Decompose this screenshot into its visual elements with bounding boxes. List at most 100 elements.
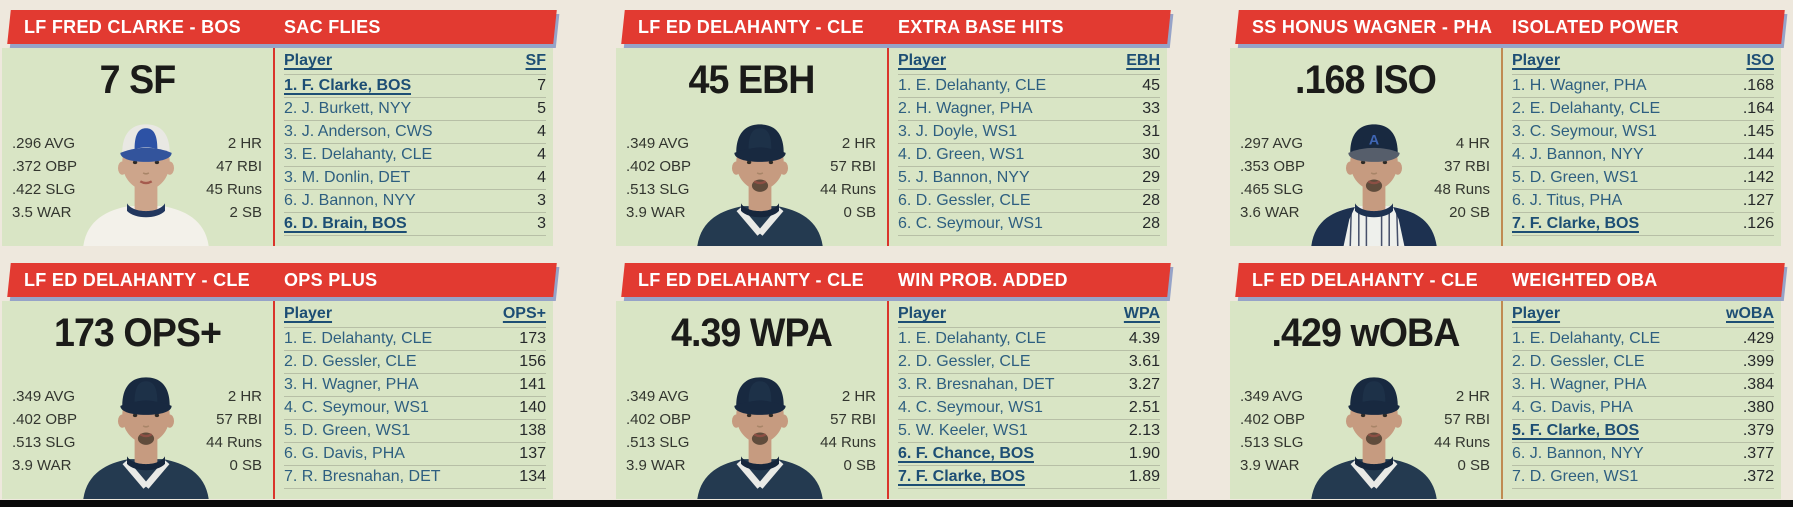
big-stat-value: .168 ISO	[1295, 58, 1437, 102]
leader-row-value: .145	[1742, 123, 1774, 140]
leader-row[interactable]: 4. C. Seymour, WS1 2.51	[898, 396, 1160, 419]
leader-row[interactable]: 1. F. Clarke, BOS 7	[284, 74, 546, 97]
leader-row[interactable]: 3. E. Delahanty, CLE 4	[284, 143, 546, 166]
leader-row[interactable]: 3. J. Anderson, CWS 4	[284, 120, 546, 143]
leader-row-value: 4	[537, 123, 546, 140]
banner-player-title[interactable]: LF ED DELAHANTY - CLE	[638, 269, 864, 290]
leader-row[interactable]: 4. C. Seymour, WS1 140	[284, 396, 546, 419]
stat-line-avg: .296 AVG	[12, 135, 76, 152]
player-column-header: Player	[284, 305, 333, 322]
leader-row[interactable]: 5. W. Keeler, WS1 2.13	[898, 419, 1160, 442]
leader-row[interactable]: 7. D. Green, WS1 .372	[1512, 465, 1774, 488]
leader-row[interactable]: 6. F. Chance, BOS 1.90	[898, 442, 1160, 465]
stat-line-sb: 0 SB	[229, 457, 262, 474]
leader-row[interactable]: 6. J. Titus, PHA .127	[1512, 189, 1774, 212]
stat-line-war: 3.9 WAR	[1240, 457, 1300, 474]
leader-row[interactable]: 5. J. Bannon, NYY 29	[898, 166, 1160, 189]
leader-row[interactable]: 4. J. Bannon, NYY .144	[1512, 143, 1774, 166]
leader-row[interactable]: 6. C. Seymour, WS1 28	[898, 212, 1160, 235]
leader-row[interactable]: 7. F. Clarke, BOS 1.89	[898, 465, 1160, 488]
panel-body: 4.39 WPA .349 AVG .402 OBP .513 SLG 3.9 …	[616, 301, 1167, 499]
right-stats: 2 HR 47 RBI 45 Runs 2 SB	[206, 132, 262, 224]
stat-line-avg: .349 AVG	[626, 388, 690, 405]
player-portrait-svg: A	[1310, 124, 1437, 246]
leader-row[interactable]: 1. E. Delahanty, CLE 173	[284, 327, 546, 350]
leader-row-player: 4. C. Seymour, WS1	[284, 399, 429, 416]
leader-row-player: 6. C. Seymour, WS1	[898, 215, 1043, 232]
player-portrait	[1300, 366, 1448, 499]
leader-row-value: .384	[1742, 376, 1774, 393]
leaderboard-header: Player wOBA	[1512, 301, 1774, 327]
leader-panel: LF ED DELAHANTY - CLE WIN PROB. ADDED 4.…	[616, 263, 1171, 499]
leader-row[interactable]: 6. G. Davis, PHA 137	[284, 442, 546, 465]
leader-row[interactable]: 1. H. Wagner, PHA .168	[1512, 74, 1774, 97]
leader-rows: 1. F. Clarke, BOS 7 2. J. Burkett, NYY 5…	[284, 74, 546, 236]
leader-row[interactable]: 5. D. Green, WS1 138	[284, 419, 546, 442]
leader-row[interactable]: 1. E. Delahanty, CLE .429	[1512, 327, 1774, 350]
leader-row[interactable]: 4. G. Davis, PHA .380	[1512, 396, 1774, 419]
leader-row-player: 5. D. Green, WS1	[1512, 169, 1639, 186]
banner-category-label: WEIGHTED OBA	[1512, 269, 1658, 290]
banner-player-title[interactable]: SS HONUS WAGNER - PHA	[1252, 16, 1493, 37]
banner-category-label: ISOLATED POWER	[1512, 16, 1679, 37]
leader-row[interactable]: 3. C. Seymour, WS1 .145	[1512, 120, 1774, 143]
leader-rows: 1. E. Delahanty, CLE .429 2. D. Gessler,…	[1512, 327, 1774, 489]
stat-line-obp: .402 OBP	[626, 411, 692, 428]
leader-row-player: 5. F. Clarke, BOS	[1512, 422, 1640, 439]
leader-row[interactable]: 5. D. Green, WS1 .142	[1512, 166, 1774, 189]
leader-row-player: 4. J. Bannon, NYY	[1512, 146, 1644, 163]
leader-row[interactable]: 4. D. Green, WS1 30	[898, 143, 1160, 166]
leader-row[interactable]: 3. M. Donlin, DET 4	[284, 166, 546, 189]
leader-row[interactable]: 2. J. Burkett, NYY 5	[284, 97, 546, 120]
leader-row[interactable]: 3. H. Wagner, PHA .384	[1512, 373, 1774, 396]
leader-row[interactable]: 2. D. Gessler, CLE .399	[1512, 350, 1774, 373]
leader-row[interactable]: 6. D. Gessler, CLE 28	[898, 189, 1160, 212]
banner-player-title[interactable]: LF ED DELAHANTY - CLE	[638, 16, 864, 37]
left-stats: .349 AVG .402 OBP .513 SLG 3.9 WAR	[1240, 385, 1305, 477]
leader-row-value: 28	[1142, 215, 1160, 232]
leader-row-value: .168	[1742, 77, 1774, 94]
leader-row[interactable]: 5. F. Clarke, BOS .379	[1512, 419, 1774, 442]
leader-row[interactable]: 3. H. Wagner, PHA 141	[284, 373, 546, 396]
banner-player-title[interactable]: LF ED DELAHANTY - CLE	[1252, 269, 1478, 290]
leader-row-value: 3	[537, 215, 546, 232]
leader-row-value: 3.61	[1128, 353, 1160, 370]
player-portrait-svg	[82, 124, 209, 246]
leader-row-player: 6. J. Bannon, NYY	[1512, 445, 1644, 462]
leader-row[interactable]: 2. D. Gessler, CLE 3.61	[898, 350, 1160, 373]
leader-row-player: 6. D. Gessler, CLE	[898, 192, 1031, 209]
panel-body: 7 SF .296 AVG .372 OBP .422 SLG 3.5 WAR	[2, 48, 553, 246]
leader-row-value: 4	[537, 146, 546, 163]
leader-row[interactable]: 2. H. Wagner, PHA 33	[898, 97, 1160, 120]
banner-player-title[interactable]: LF ED DELAHANTY - CLE	[24, 269, 250, 290]
panel-banner: LF ED DELAHANTY - CLE EXTRA BASE HITS	[616, 10, 1171, 44]
leader-row-value: 173	[519, 330, 546, 347]
stat-line-hr: 2 HR	[227, 135, 262, 152]
player-column-header: Player	[898, 305, 947, 322]
stat-line-avg: .349 AVG	[626, 135, 690, 152]
leader-row[interactable]: 1. E. Delahanty, CLE 4.39	[898, 327, 1160, 350]
leader-row-player: 3. R. Bresnahan, DET	[898, 376, 1055, 393]
leader-row-value: .372	[1742, 468, 1774, 485]
leader-row[interactable]: 6. D. Brain, BOS 3	[284, 212, 546, 235]
leader-row[interactable]: 7. R. Bresnahan, DET 134	[284, 465, 546, 488]
stat-line-slg: .422 SLG	[12, 181, 76, 198]
stat-line-obp: .402 OBP	[12, 411, 78, 428]
leader-row-player: 6. F. Chance, BOS	[898, 445, 1035, 462]
right-stats: 2 HR 57 RBI 44 Runs 0 SB	[820, 385, 876, 477]
stat-line-rbi: 47 RBI	[216, 158, 262, 175]
leaderboard-table: Player SF 1. F. Clarke, BOS 7 2. J. Burk…	[273, 48, 553, 246]
leader-row[interactable]: 1. E. Delahanty, CLE 45	[898, 74, 1160, 97]
leader-row[interactable]: 3. R. Bresnahan, DET 3.27	[898, 373, 1160, 396]
leader-row[interactable]: 6. J. Bannon, NYY 3	[284, 189, 546, 212]
stat-line-war: 3.9 WAR	[626, 457, 686, 474]
panel-body: .429 wOBA .349 AVG .402 OBP .513 SLG 3.9…	[1230, 301, 1781, 499]
leader-panel: LF ED DELAHANTY - CLE EXTRA BASE HITS 45…	[616, 10, 1171, 246]
leader-row[interactable]: 2. E. Delahanty, CLE .164	[1512, 97, 1774, 120]
leader-row[interactable]: 2. D. Gessler, CLE 156	[284, 350, 546, 373]
banner-player-title[interactable]: LF FRED CLARKE - BOS	[24, 16, 241, 37]
stat-line-rbi: 37 RBI	[1444, 158, 1490, 175]
leader-row[interactable]: 3. J. Doyle, WS1 31	[898, 120, 1160, 143]
leader-row[interactable]: 6. J. Bannon, NYY .377	[1512, 442, 1774, 465]
leader-row[interactable]: 7. F. Clarke, BOS .126	[1512, 212, 1774, 235]
